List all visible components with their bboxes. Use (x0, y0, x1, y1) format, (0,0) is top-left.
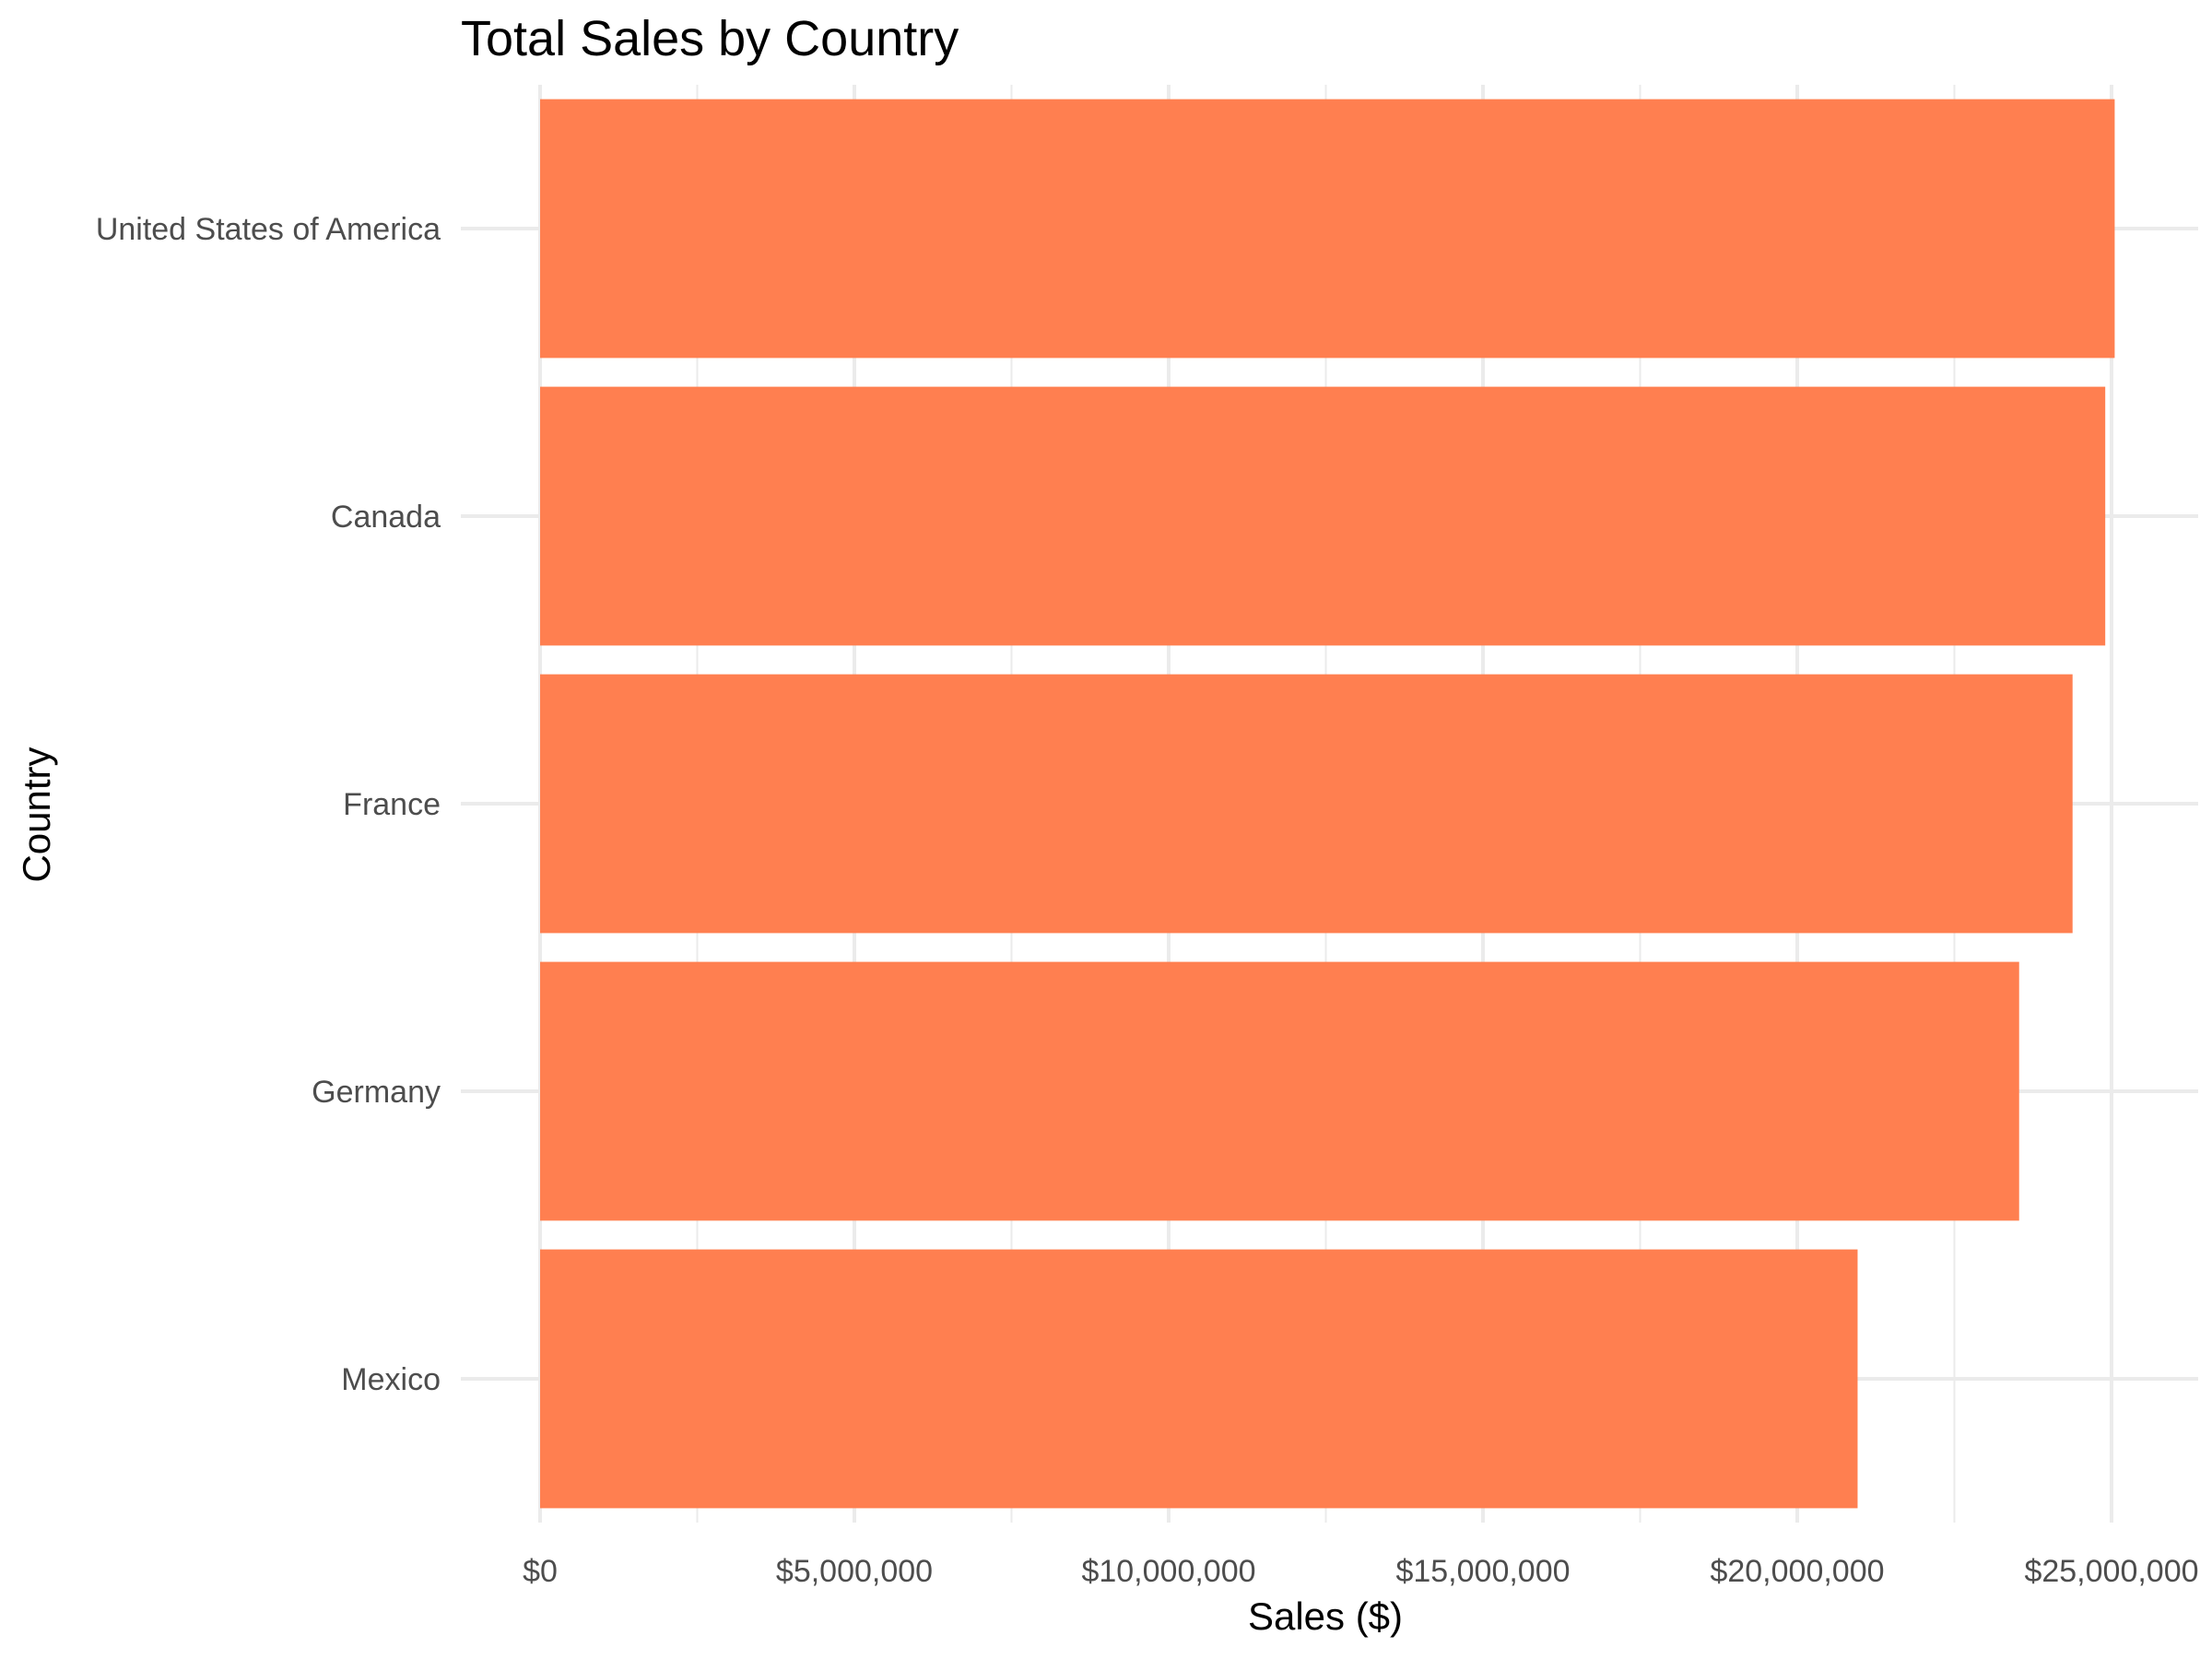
x-axis-ticks: $0 $5,000,000 $10,000,000 $15,000,000 $20,00… (523, 1554, 2198, 1589)
x-tick-label: $15,000,000 (1395, 1554, 1570, 1589)
bar (540, 386, 2106, 646)
y-tick-label: France (343, 787, 441, 822)
x-axis-title: Sales ($) (1248, 1594, 1403, 1638)
y-axis-title: Country (15, 747, 58, 882)
bar (540, 1249, 1858, 1509)
y-tick-label: Canada (331, 500, 441, 535)
y-tick-label: United States of America (96, 212, 441, 247)
y-tick-label: Mexico (341, 1362, 441, 1397)
y-axis-ticks: United States of America Canada France Germ… (96, 212, 441, 1397)
bars (540, 99, 2115, 1509)
bar (540, 99, 2115, 359)
x-tick-label: $10,000,000 (1081, 1554, 1255, 1589)
chart-title: Total Sales by Country (461, 11, 959, 66)
x-tick-label: $25,000,000 (2024, 1554, 2198, 1589)
y-tick-label: Germany (312, 1075, 441, 1110)
x-tick-label: $5,000,000 (776, 1554, 933, 1589)
x-tick-label: $20,000,000 (1710, 1554, 1884, 1589)
x-tick-label: $0 (523, 1554, 558, 1589)
bar (540, 961, 2019, 1221)
bar (540, 674, 2073, 934)
